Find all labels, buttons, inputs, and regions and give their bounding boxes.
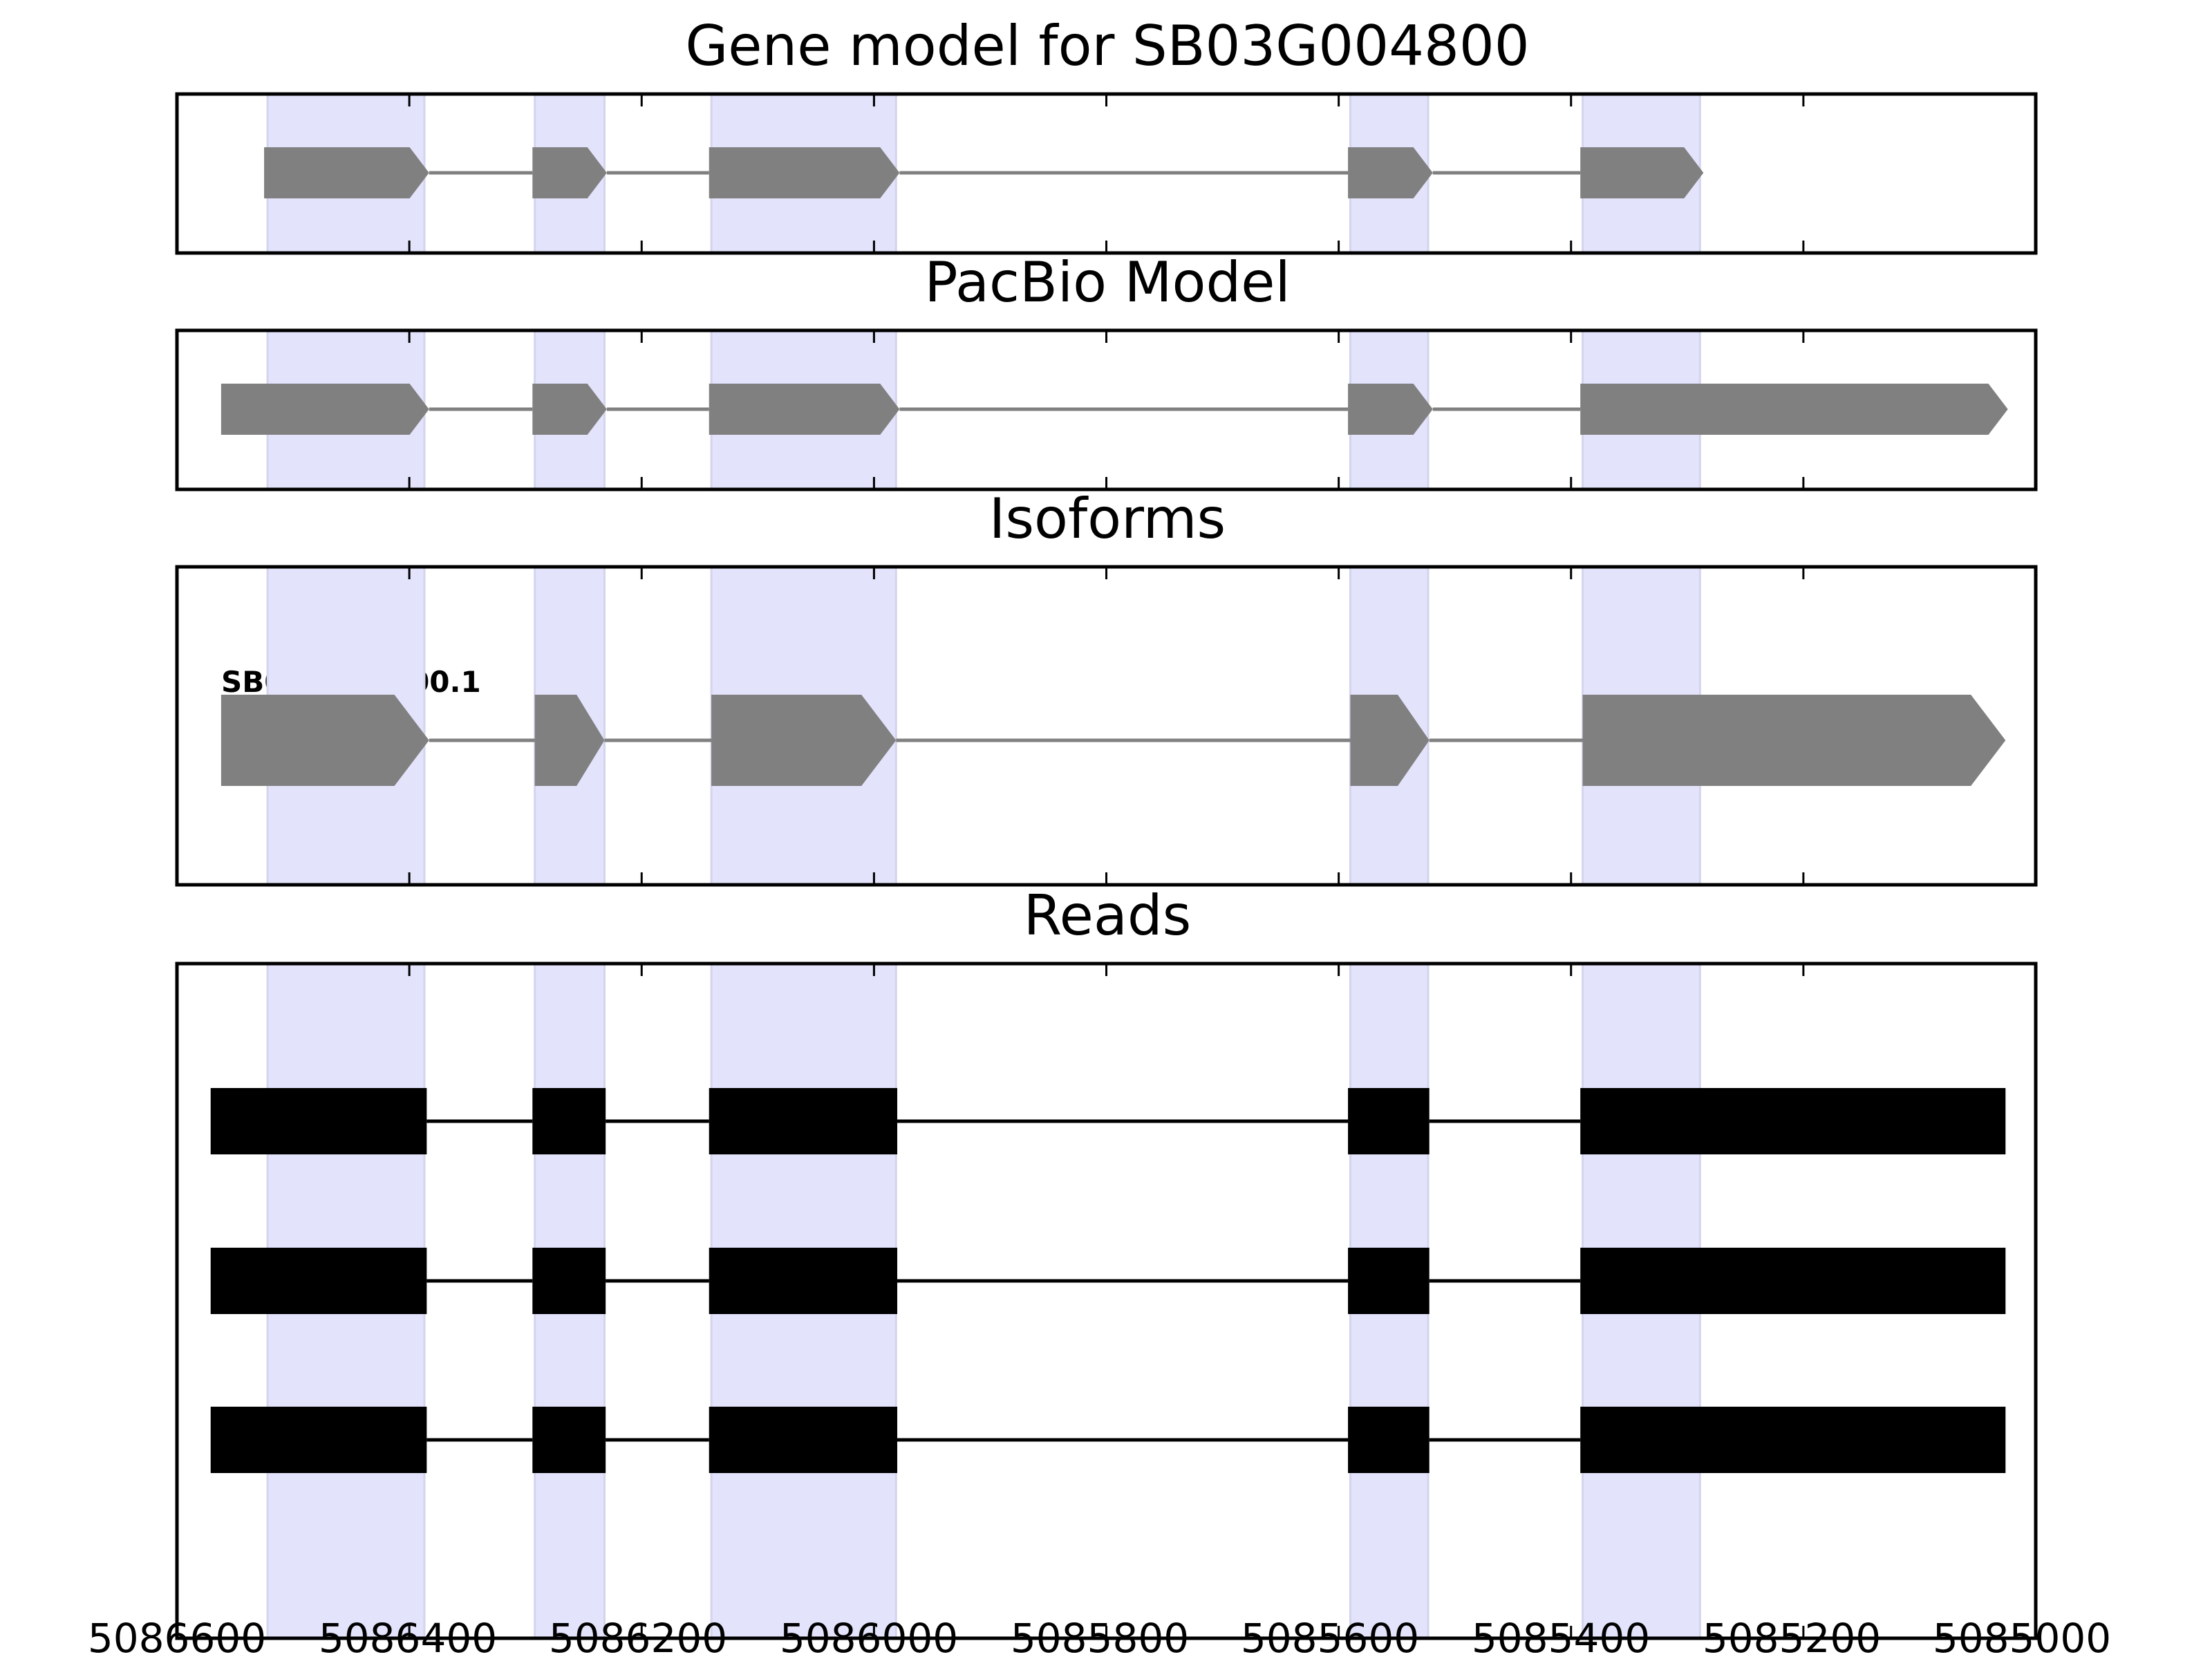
read-exon bbox=[709, 1248, 897, 1314]
panel-isoforms: Isoforms SB03G004800.1 bbox=[175, 487, 2038, 887]
exon-arrow bbox=[1348, 147, 1433, 198]
read-exon bbox=[210, 1248, 427, 1314]
panel-title-isoforms: Isoforms bbox=[989, 487, 1226, 551]
x-tick-label: 5085200 bbox=[1703, 1615, 1881, 1659]
read-exon bbox=[1348, 1407, 1430, 1473]
read-exon bbox=[709, 1407, 897, 1473]
x-tick-label: 5085800 bbox=[1011, 1615, 1189, 1659]
read-exon bbox=[532, 1248, 606, 1314]
panel-reads: Reads bbox=[175, 883, 2038, 1640]
read-exon bbox=[532, 1088, 606, 1154]
exon-arrow bbox=[221, 384, 429, 435]
x-tick-label: 5085000 bbox=[1933, 1615, 2111, 1659]
exon-arrow bbox=[534, 695, 605, 786]
panel-pacbio-model-plot bbox=[175, 328, 2038, 491]
panel-isoforms-plot bbox=[175, 565, 2038, 887]
exon-arrow bbox=[1580, 147, 1704, 198]
exon-arrow bbox=[1582, 695, 2006, 786]
exon-arrow bbox=[1350, 695, 1430, 786]
panel-pacbio-model: PacBio Model bbox=[175, 250, 2038, 491]
exon-arrow bbox=[532, 147, 607, 198]
read-exon bbox=[210, 1088, 427, 1154]
panel-reads-plot bbox=[175, 962, 2038, 1640]
exon-arrow bbox=[221, 695, 429, 786]
exon-arrow bbox=[1580, 384, 2008, 435]
read-exon bbox=[532, 1407, 606, 1473]
read-exon bbox=[1580, 1407, 2006, 1473]
x-axis: 5086600 5086400 5086200 5086000 5085800 … bbox=[88, 1615, 2111, 1659]
read-exon bbox=[1348, 1088, 1430, 1154]
exon-arrow bbox=[1348, 384, 1433, 435]
x-tick-label: 5086000 bbox=[780, 1615, 958, 1659]
exon-arrow bbox=[532, 384, 607, 435]
read-exon bbox=[1348, 1248, 1430, 1314]
panel-title-reads: Reads bbox=[1024, 883, 1192, 948]
x-tick-label: 5086200 bbox=[549, 1615, 727, 1659]
x-tick-label: 5086600 bbox=[88, 1615, 266, 1659]
exon-arrow bbox=[709, 147, 900, 198]
panel-gene-model-plot bbox=[175, 92, 2038, 255]
read-exon bbox=[1580, 1088, 2006, 1154]
x-tick-label: 5086400 bbox=[319, 1615, 497, 1659]
panel-title-gene-model: Gene model for SB03G004800 bbox=[685, 14, 1529, 78]
x-tick-label: 5085600 bbox=[1241, 1615, 1419, 1659]
read-exon bbox=[709, 1088, 897, 1154]
exon-arrow bbox=[709, 384, 900, 435]
exon-arrow bbox=[264, 147, 429, 198]
read-exon bbox=[210, 1407, 427, 1473]
read-exon bbox=[1580, 1248, 2006, 1314]
x-tick-label: 5085400 bbox=[1472, 1615, 1650, 1659]
panel-gene-model: Gene model for SB03G004800 bbox=[175, 14, 2038, 255]
panel-title-pacbio-model: PacBio Model bbox=[924, 250, 1290, 315]
exon-arrow bbox=[711, 695, 897, 786]
